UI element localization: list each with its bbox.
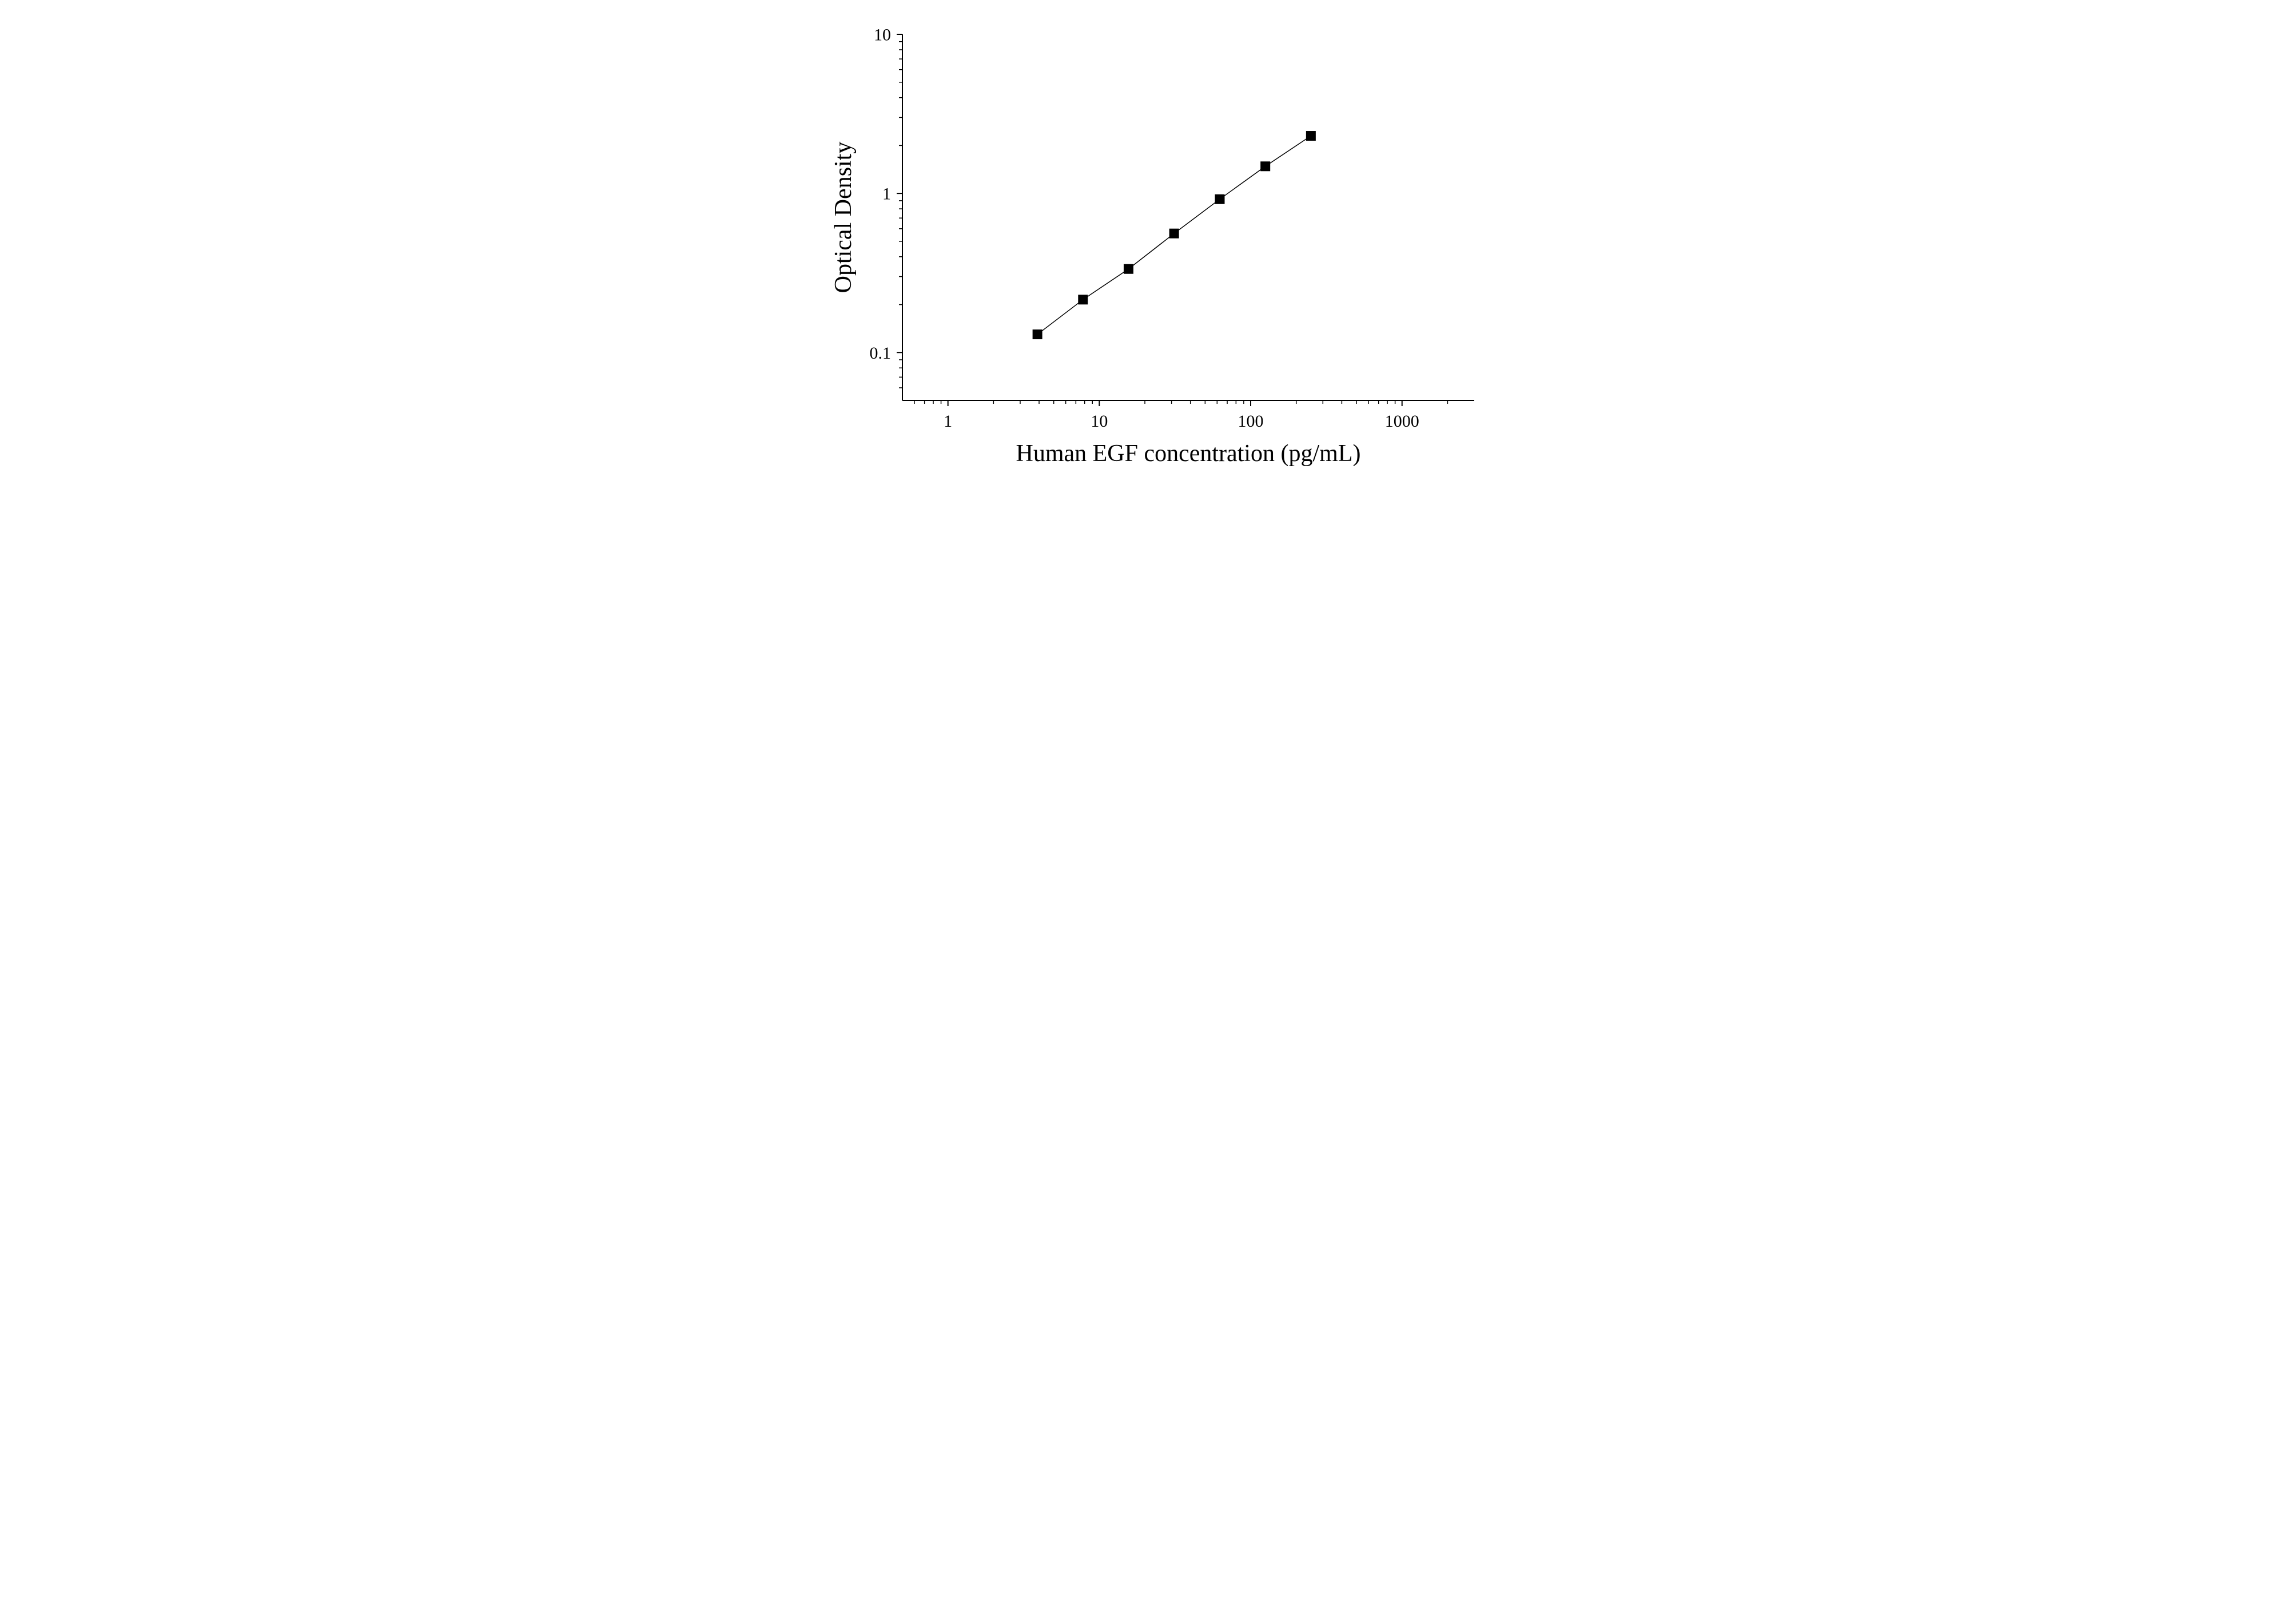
x-axis-label: Human EGF concentration (pg/mL): [1016, 440, 1360, 467]
chart-svg: 1 10 100 1000 0.1 1 10 Human EGF concentration …: [777, 0, 1520, 519]
svg-text:10: 10: [874, 26, 891, 45]
svg-text:10: 10: [1091, 412, 1108, 431]
chart-container: 1 10 100 1000 0.1 1 10 Human EGF concentration …: [777, 0, 1520, 519]
svg-text:1: 1: [944, 412, 952, 431]
svg-text:1: 1: [882, 185, 891, 204]
svg-text:0.1: 0.1: [869, 344, 891, 363]
y-axis-label: Optical Density: [830, 142, 857, 293]
svg-text:100: 100: [1237, 412, 1263, 431]
svg-text:1000: 1000: [1384, 412, 1419, 431]
